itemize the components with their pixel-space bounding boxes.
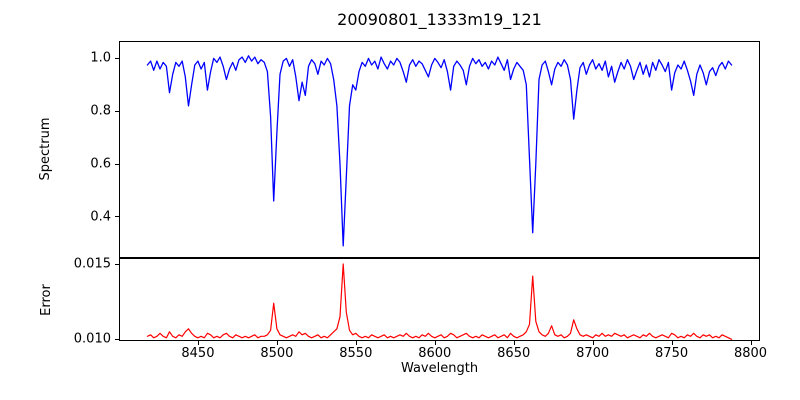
x-tick-label: 8500: [260, 346, 294, 361]
y-tick-mark: [115, 216, 119, 218]
x-tick-mark: [750, 341, 752, 345]
y-tick-label: 0.8: [90, 103, 111, 119]
spectrum-line: [146, 55, 733, 247]
x-tick-mark: [276, 341, 278, 345]
x-tick-mark: [671, 341, 673, 345]
y-tick-label: 0.6: [90, 156, 111, 172]
error-panel: [119, 258, 760, 341]
spectrum-panel: [119, 41, 760, 258]
y-tick-label: 1.0: [90, 50, 111, 66]
y-tick-mark: [115, 57, 119, 59]
x-tick-mark: [434, 341, 436, 345]
x-tick-label: 8650: [497, 346, 531, 361]
x-tick-label: 8800: [733, 346, 768, 361]
y-tick-mark: [115, 110, 119, 112]
x-tick-label: 8750: [655, 346, 689, 361]
y-tick-mark: [115, 263, 119, 265]
x-tick-mark: [513, 341, 515, 345]
x-tick-mark: [592, 341, 594, 345]
y-tick-label: 0.010: [73, 331, 111, 347]
y-tick-mark: [115, 338, 119, 340]
y-tick-label: 0.015: [73, 256, 111, 272]
chart-title: 20090801_1333m19_121: [337, 10, 542, 29]
x-tick-label: 8450: [181, 346, 215, 361]
spectrum-panel-frame: [119, 41, 760, 258]
x-tick-label: 8700: [576, 346, 610, 361]
error-line: [146, 263, 733, 340]
x-tick-mark: [197, 341, 199, 345]
y-tick-label: 0.4: [90, 209, 111, 225]
error-panel-frame: [119, 258, 760, 341]
x-tick-label: 8550: [339, 346, 373, 361]
x-tick-mark: [355, 341, 357, 345]
error-axis-label: Error: [39, 284, 54, 316]
x-tick-label: 8600: [418, 346, 452, 361]
x-axis-label: Wavelength: [400, 361, 479, 376]
spectrum-axis-label: Spectrum: [38, 117, 53, 181]
y-tick-mark: [115, 163, 119, 165]
